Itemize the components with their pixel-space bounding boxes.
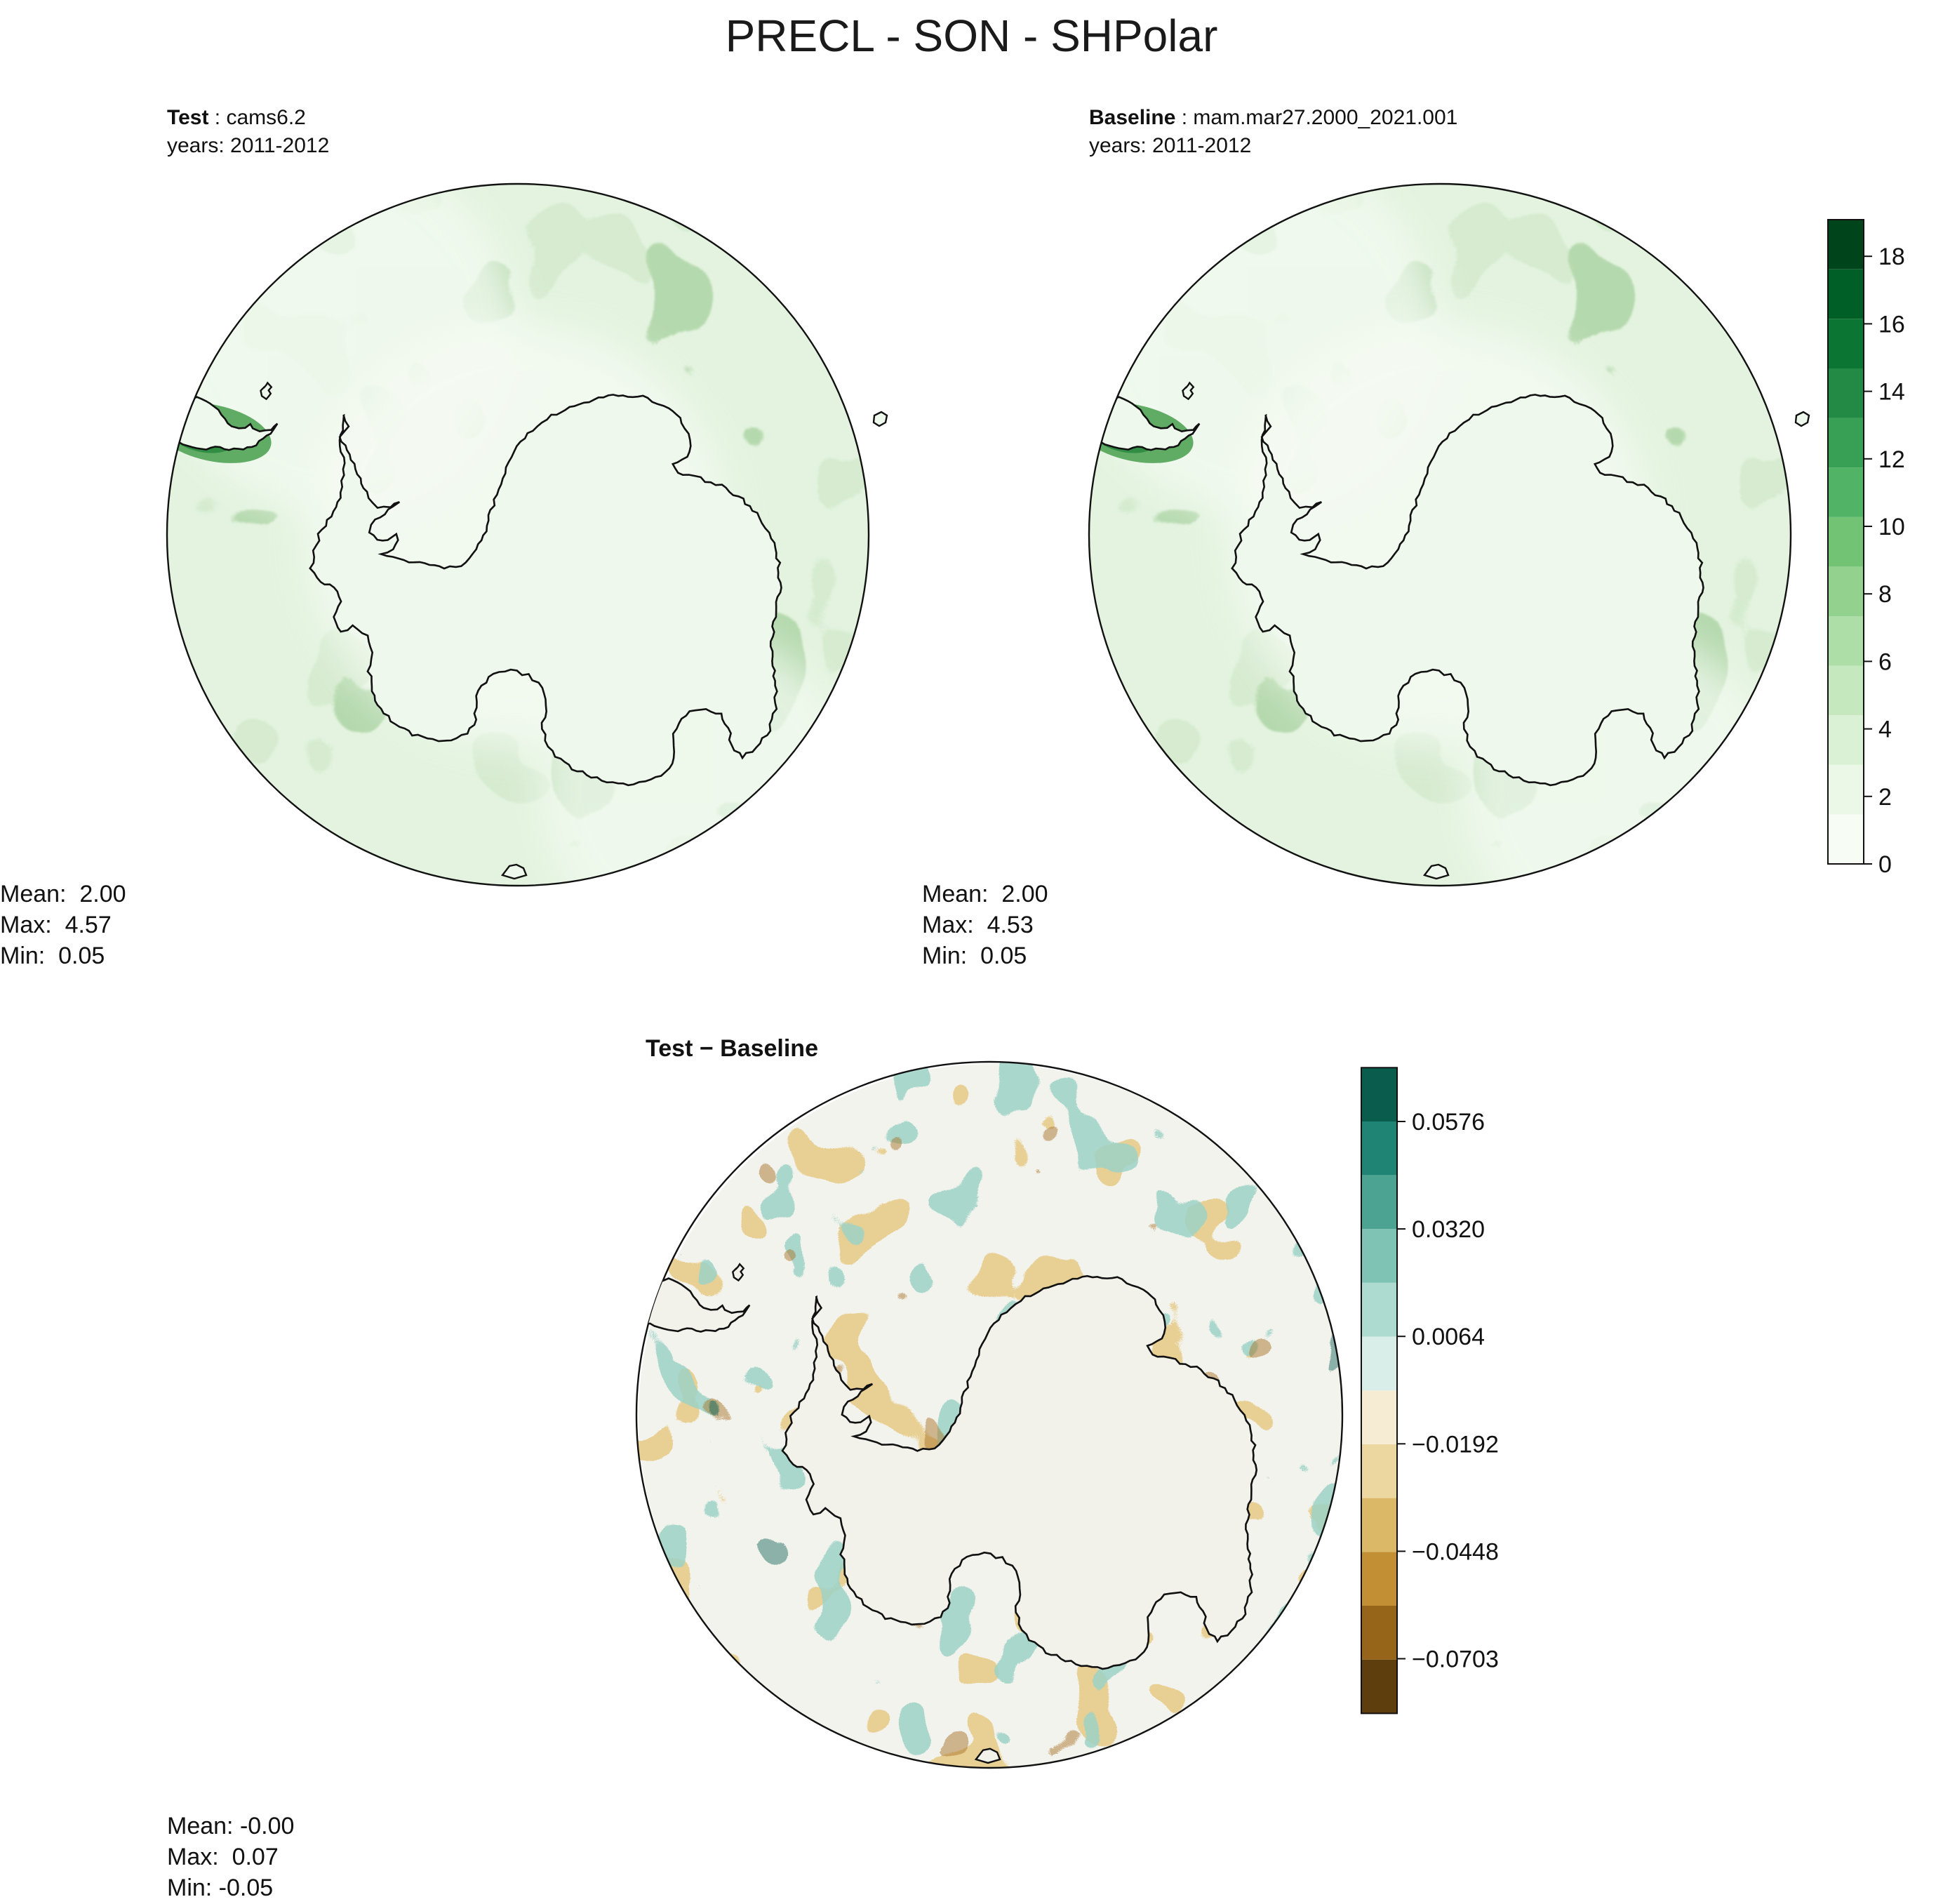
svg-text:0.0064: 0.0064 [1412, 1324, 1485, 1350]
svg-text:−0.0448: −0.0448 [1412, 1538, 1499, 1565]
svg-text:10: 10 [1878, 514, 1905, 540]
svg-text:−0.0703: −0.0703 [1412, 1646, 1499, 1673]
svg-text:14: 14 [1878, 379, 1905, 406]
svg-text:0: 0 [1878, 851, 1892, 878]
svg-text:12: 12 [1878, 446, 1905, 473]
svg-text:16: 16 [1878, 311, 1905, 338]
svg-text:−0.0192: −0.0192 [1412, 1431, 1499, 1458]
svg-text:18: 18 [1878, 244, 1905, 270]
svg-text:8: 8 [1878, 581, 1892, 608]
svg-text:0.0320: 0.0320 [1412, 1216, 1485, 1243]
svg-text:4: 4 [1878, 717, 1892, 743]
svg-text:2: 2 [1878, 784, 1892, 811]
svg-text:0.0576: 0.0576 [1412, 1109, 1485, 1136]
svg-text:6: 6 [1878, 648, 1892, 675]
